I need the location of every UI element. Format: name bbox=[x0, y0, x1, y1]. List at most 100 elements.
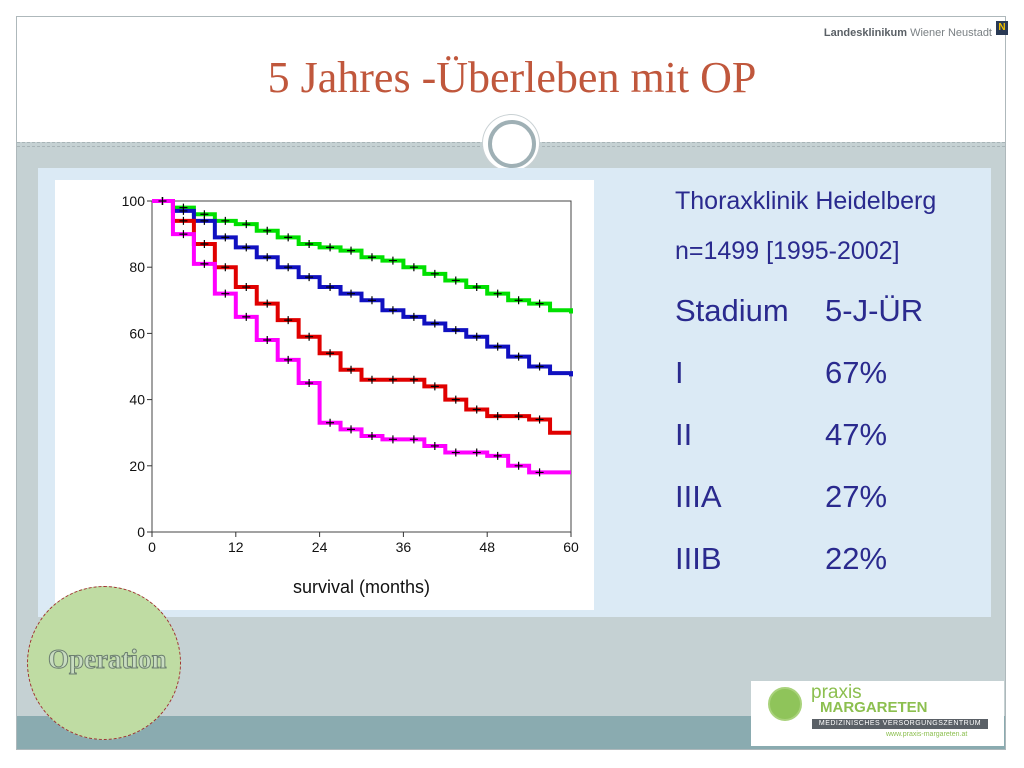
censor-mark bbox=[347, 425, 356, 434]
censor-mark bbox=[409, 375, 418, 384]
censor-mark bbox=[326, 243, 335, 252]
censor-mark bbox=[451, 395, 460, 404]
censor-mark bbox=[430, 269, 439, 278]
censor-mark bbox=[430, 382, 439, 391]
censor-mark bbox=[221, 289, 230, 298]
censor-mark bbox=[472, 448, 481, 457]
censor-mark bbox=[284, 233, 293, 242]
censor-mark bbox=[200, 259, 209, 268]
censor-mark bbox=[326, 418, 335, 427]
censor-mark bbox=[242, 312, 251, 321]
stats-row-stage: I bbox=[675, 355, 684, 390]
y-tick-label: 0 bbox=[137, 524, 145, 540]
censor-mark bbox=[326, 283, 335, 292]
x-tick-label: 60 bbox=[563, 539, 579, 555]
institution-text: Thoraxklinik Heidelberg bbox=[675, 187, 937, 215]
censor-mark bbox=[514, 296, 523, 305]
section-badge bbox=[27, 586, 181, 740]
stats-row-stage: IIIA bbox=[675, 479, 722, 514]
censor-mark bbox=[367, 375, 376, 384]
stats-row-stage: IIIB bbox=[675, 541, 722, 576]
censor-mark bbox=[263, 253, 272, 262]
censor-mark bbox=[326, 349, 335, 358]
censor-mark bbox=[242, 220, 251, 229]
x-tick-label: 0 bbox=[148, 539, 156, 555]
censor-mark bbox=[367, 432, 376, 441]
censor-mark bbox=[179, 230, 188, 239]
logo-url: www.praxis-margareten.at bbox=[886, 731, 968, 738]
y-tick-label: 100 bbox=[122, 193, 146, 209]
censor-mark bbox=[388, 256, 397, 265]
censor-mark bbox=[430, 441, 439, 450]
censor-mark bbox=[367, 253, 376, 262]
stats-row-rate: 67% bbox=[825, 355, 888, 390]
censor-mark bbox=[388, 306, 397, 315]
censor-mark bbox=[221, 263, 230, 272]
censor-mark bbox=[493, 412, 502, 421]
censor-mark bbox=[221, 233, 230, 242]
flower-logo-icon bbox=[768, 687, 802, 721]
censor-mark bbox=[493, 342, 502, 351]
censor-mark bbox=[263, 299, 272, 308]
censor-mark bbox=[451, 276, 460, 285]
x-tick-label: 48 bbox=[479, 539, 495, 555]
censor-mark bbox=[388, 375, 397, 384]
x-axis-label: survival (months) bbox=[293, 577, 430, 597]
logo-tagline: MEDIZINISCHES VERSORGUNGSZENTRUM bbox=[812, 719, 988, 729]
censor-mark bbox=[305, 273, 314, 282]
logo-name-line1: praxis bbox=[811, 682, 862, 703]
censor-mark bbox=[409, 435, 418, 444]
section-badge-label: Operation bbox=[48, 644, 167, 675]
censor-mark bbox=[409, 263, 418, 272]
censor-mark bbox=[200, 240, 209, 249]
censor-mark bbox=[472, 283, 481, 292]
survival-curve bbox=[152, 199, 571, 475]
censor-mark bbox=[242, 243, 251, 252]
censor-mark bbox=[305, 240, 314, 249]
brand-strong: Landesklinikum bbox=[823, 27, 907, 39]
censor-mark bbox=[472, 405, 481, 414]
censor-mark bbox=[263, 336, 272, 345]
x-tick-label: 24 bbox=[312, 539, 328, 555]
censor-mark bbox=[242, 283, 251, 292]
censor-mark bbox=[179, 216, 188, 225]
censor-mark bbox=[535, 362, 544, 371]
logo-name-line2: MARGARETEN bbox=[820, 699, 928, 716]
censor-mark bbox=[347, 365, 356, 374]
y-tick-label: 80 bbox=[129, 259, 145, 275]
y-tick-label: 20 bbox=[129, 458, 145, 474]
censor-mark bbox=[347, 289, 356, 298]
censor-mark bbox=[179, 206, 188, 215]
brand-flag-icon: N bbox=[996, 21, 1008, 35]
censor-mark bbox=[514, 412, 523, 421]
stats-row-stage: II bbox=[675, 417, 693, 452]
censor-mark bbox=[493, 451, 502, 460]
y-tick-label: 40 bbox=[129, 392, 145, 408]
stats-header-stage: Stadium bbox=[675, 293, 789, 328]
censor-mark bbox=[284, 355, 293, 364]
censor-mark bbox=[221, 216, 230, 225]
chart-panel: 0 20 40 60 80 100 0 12 24 36 48 60 survival (months) bbox=[55, 180, 594, 610]
censor-mark bbox=[388, 435, 397, 444]
x-tick-label: 12 bbox=[228, 539, 244, 555]
stats-row-rate: 47% bbox=[825, 417, 888, 452]
censor-mark bbox=[430, 319, 439, 328]
hospital-brand: Landesklinikum Wiener Neustadt bbox=[824, 27, 992, 39]
censor-mark bbox=[493, 289, 502, 298]
censor-mark bbox=[535, 468, 544, 477]
censor-mark bbox=[535, 299, 544, 308]
censor-mark bbox=[200, 216, 209, 225]
x-tick-label: 36 bbox=[396, 539, 412, 555]
censor-mark bbox=[305, 332, 314, 341]
censor-mark bbox=[305, 379, 314, 388]
censor-mark bbox=[514, 461, 523, 470]
slide-title: 5 Jahres -Überleben mit OP bbox=[267, 53, 757, 102]
y-tick-label: 60 bbox=[129, 325, 145, 341]
stats-header-rate: 5-J-ÜR bbox=[825, 293, 924, 328]
censor-mark bbox=[284, 316, 293, 325]
survival-chart: 0 20 40 60 80 100 0 12 24 36 48 60 survival (months) bbox=[122, 193, 579, 597]
censor-mark bbox=[158, 197, 167, 205]
censor-mark bbox=[409, 312, 418, 321]
censor-mark bbox=[347, 246, 356, 255]
ring-ornament-inner bbox=[488, 120, 536, 168]
